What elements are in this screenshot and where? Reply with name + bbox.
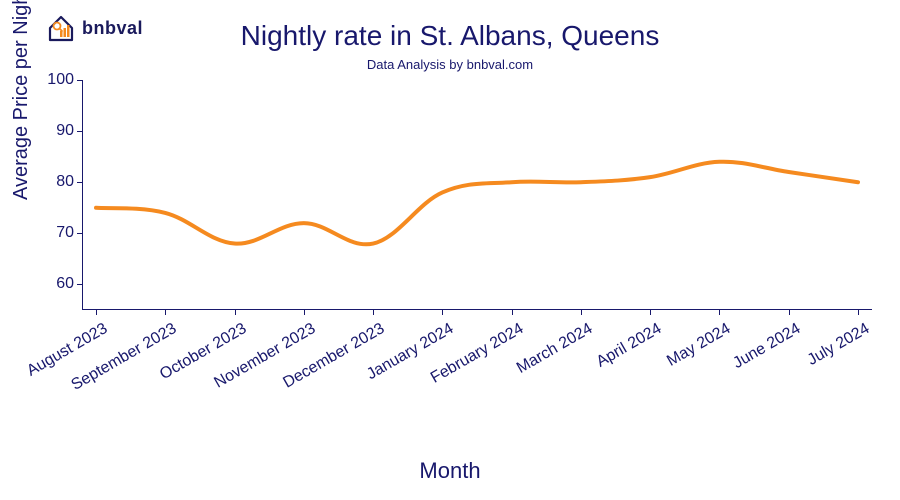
y-tick-mark bbox=[77, 131, 82, 132]
x-tick-mark bbox=[442, 310, 443, 315]
y-tick-label: 60 bbox=[56, 275, 74, 293]
line-series bbox=[82, 80, 872, 310]
x-tick-mark bbox=[373, 310, 374, 315]
x-tick-mark bbox=[719, 310, 720, 315]
y-tick-label: 80 bbox=[56, 173, 74, 191]
x-tick-label: June 2024 bbox=[730, 320, 804, 373]
x-axis-label: Month bbox=[0, 458, 900, 484]
y-tick-label: 70 bbox=[56, 224, 74, 242]
x-tick-mark bbox=[858, 310, 859, 315]
price-line bbox=[96, 162, 858, 245]
y-axis-label-text: Average Price per Night bbox=[10, 0, 32, 200]
chart-subtitle: Data Analysis by bnbval.com bbox=[0, 57, 900, 72]
x-tick-label: April 2024 bbox=[594, 320, 665, 372]
x-tick-mark bbox=[650, 310, 651, 315]
x-tick-mark bbox=[96, 310, 97, 315]
x-tick-mark bbox=[304, 310, 305, 315]
x-tick-label: May 2024 bbox=[665, 320, 735, 371]
y-tick-mark bbox=[77, 233, 82, 234]
x-tick-mark bbox=[165, 310, 166, 315]
y-tick-label: 90 bbox=[56, 122, 74, 140]
y-tick-mark bbox=[77, 80, 82, 81]
chart-title: Nightly rate in St. Albans, Queens bbox=[0, 20, 900, 52]
y-tick-label: 100 bbox=[47, 71, 74, 89]
y-tick-mark bbox=[77, 182, 82, 183]
y-tick-mark bbox=[77, 284, 82, 285]
x-tick-mark bbox=[789, 310, 790, 315]
x-tick-mark bbox=[512, 310, 513, 315]
x-tick-label: July 2024 bbox=[805, 320, 873, 370]
y-axis-label: Average Price per Night bbox=[10, 0, 33, 200]
x-tick-mark bbox=[235, 310, 236, 315]
chart-container: bnbval Nightly rate in St. Albans, Queen… bbox=[0, 0, 900, 500]
plot-area: 60708090100August 2023September 2023Octo… bbox=[82, 80, 872, 310]
x-tick-mark bbox=[581, 310, 582, 315]
x-tick-label: March 2024 bbox=[514, 320, 596, 378]
